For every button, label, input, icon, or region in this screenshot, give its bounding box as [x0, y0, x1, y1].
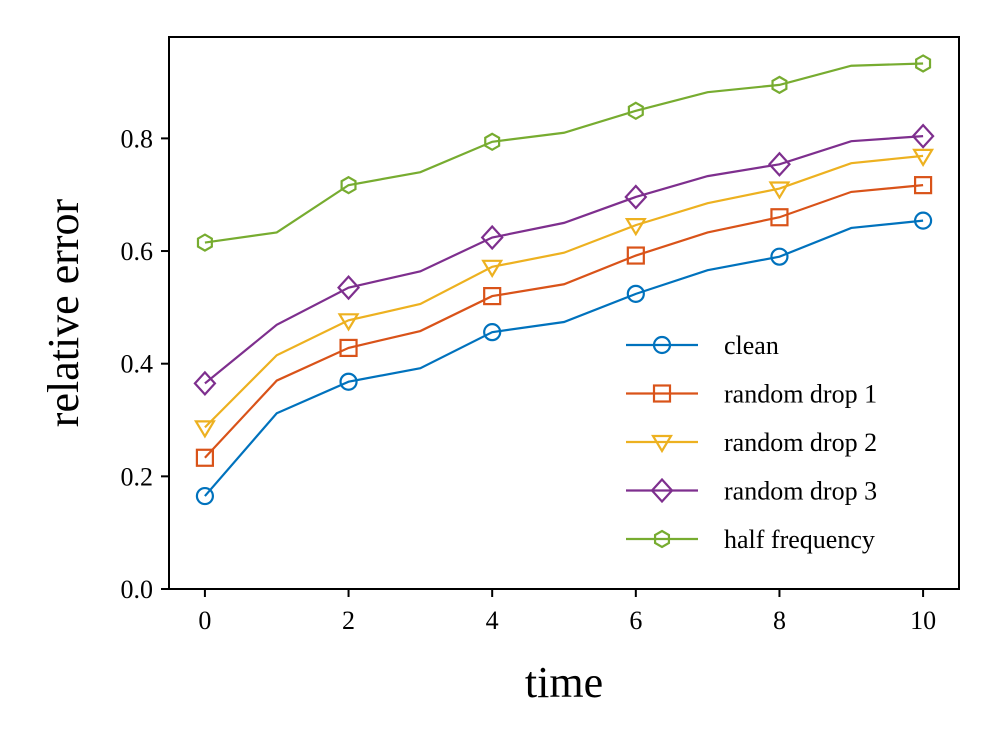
x-tick-label: 2	[342, 606, 355, 635]
data-point	[912, 148, 935, 167]
data-point	[195, 486, 215, 506]
legend-label: random drop 2	[724, 428, 877, 457]
legend-entry: clean	[626, 331, 779, 360]
data-point	[337, 275, 361, 301]
data-point	[483, 323, 502, 342]
x-axis-title: time	[525, 658, 603, 707]
y-tick-label: 0.4	[121, 350, 154, 379]
legend-marker	[650, 477, 674, 504]
data-point	[339, 338, 358, 358]
data-point	[913, 176, 933, 195]
legend-entry: random drop 1	[626, 380, 877, 409]
data-point	[484, 132, 501, 152]
data-point	[193, 420, 216, 439]
legend-entry: random drop 2	[626, 428, 877, 457]
data-point	[480, 224, 504, 251]
x-tick-label: 10	[910, 606, 936, 635]
data-point	[481, 259, 504, 278]
x-axis: 0 2 4 6 8 10	[198, 589, 936, 635]
data-point	[770, 247, 789, 266]
x-tick-label: 8	[773, 606, 786, 635]
data-point	[626, 246, 645, 265]
series-clean	[195, 211, 933, 506]
data-point	[771, 75, 788, 95]
legend-marker	[652, 384, 672, 403]
legend-entry: random drop 3	[626, 477, 877, 506]
x-tick-label: 6	[629, 606, 642, 635]
series-random-drop-1	[195, 176, 933, 467]
series-random-drop-2	[193, 148, 935, 439]
data-point	[337, 313, 360, 332]
data-point	[911, 123, 935, 149]
data-point	[624, 218, 647, 237]
legend-label: half frequency	[724, 525, 875, 554]
y-axis-title: relative error	[39, 198, 88, 427]
y-tick-label: 0.8	[121, 124, 154, 153]
y-axis: 0.0 0.2 0.4 0.6 0.8	[121, 124, 169, 604]
data-point	[195, 448, 215, 467]
legend-marker	[651, 434, 673, 454]
y-tick-label: 0.2	[121, 462, 154, 491]
series-random-drop-3	[193, 123, 935, 397]
x-tick-label: 4	[486, 606, 499, 635]
series-line	[204, 184, 924, 459]
plot-area-frame	[168, 36, 960, 590]
series-line	[204, 135, 924, 385]
legend-label: random drop 1	[724, 380, 877, 409]
data-point	[624, 184, 648, 210]
data-point	[340, 175, 357, 195]
data-point	[913, 211, 933, 230]
data-point	[768, 181, 791, 200]
legend: clean random drop 1 random drop 2 random dr…	[626, 331, 877, 554]
data-point	[915, 54, 932, 73]
data-point	[767, 151, 791, 177]
y-tick-label: 0.6	[121, 237, 154, 266]
legend-entry: half frequency	[626, 525, 875, 554]
x-tick-label: 0	[198, 606, 211, 635]
series-line	[204, 62, 924, 244]
series-layer	[193, 54, 935, 506]
data-point	[196, 233, 213, 252]
legend-label: random drop 3	[724, 477, 877, 506]
y-tick-label: 0.0	[121, 575, 154, 604]
data-point	[339, 372, 358, 391]
series-half-frequency	[196, 54, 932, 252]
legend-label: clean	[724, 331, 779, 360]
legend-marker	[653, 529, 671, 549]
data-point	[483, 287, 502, 306]
series-line	[204, 154, 924, 429]
data-point	[770, 208, 789, 227]
series-line	[204, 219, 924, 497]
data-point	[627, 101, 644, 121]
legend-marker	[652, 335, 672, 355]
data-point	[626, 284, 645, 303]
data-point	[193, 370, 217, 397]
